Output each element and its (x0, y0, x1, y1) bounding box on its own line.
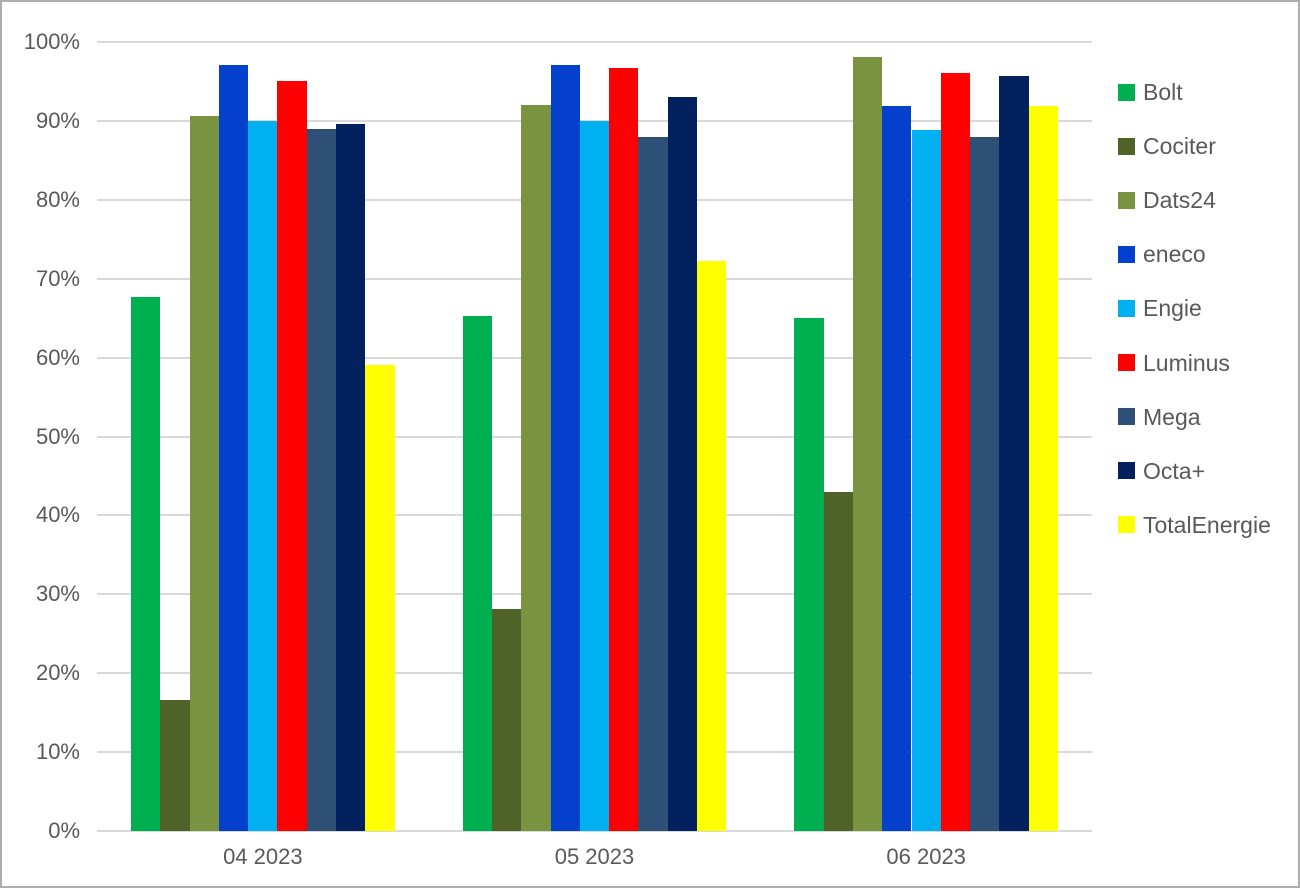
y-tick-label-0: 0% (48, 818, 80, 843)
bar-luminus-04-2023 (277, 81, 307, 831)
legend-item-mega: Mega (1118, 404, 1201, 430)
legend-label: eneco (1143, 241, 1206, 268)
legend-label: Engie (1143, 295, 1202, 322)
legend-swatch-icon (1118, 299, 1135, 317)
gridline-100 (97, 41, 1092, 43)
bar-dats24-04-2023 (189, 116, 219, 831)
legend-label: Octa+ (1143, 457, 1206, 484)
x-tick-label-05-2023: 05 2023 (554, 844, 635, 869)
bar-eneco-06-2023 (882, 105, 912, 831)
bar-bolt-06-2023 (794, 318, 824, 831)
y-tick-label-40: 40% (35, 502, 80, 528)
bar-cociter-04-2023 (160, 700, 190, 831)
bar-mega-06-2023 (970, 137, 1000, 831)
bar-mega-04-2023 (306, 128, 337, 831)
legend-item-eneco: eneco (1118, 241, 1206, 267)
legend-label: TotalEnergie (1143, 511, 1271, 538)
bar-octa-04-2023 (336, 124, 366, 831)
legend-item-luminus: Luminus (1118, 350, 1230, 376)
x-tick-label-06-2023: 06 2023 (886, 844, 966, 869)
y-tick-label-30: 30% (35, 581, 80, 607)
bar-totalenergie-06-2023 (1028, 105, 1059, 831)
bar-eneco-04-2023 (218, 64, 249, 831)
legend-label: Cociter (1143, 133, 1216, 160)
bar-bolt-05-2023 (462, 315, 492, 831)
legend-label: Mega (1143, 403, 1201, 430)
bar-cociter-05-2023 (491, 609, 522, 831)
legend-swatch-icon (1118, 408, 1135, 426)
plot-area (97, 41, 1092, 832)
bar-mega-05-2023 (638, 137, 668, 831)
legend-item-dats24: Dats24 (1118, 187, 1216, 213)
legend-swatch-icon (1118, 354, 1135, 371)
legend-swatch-icon (1118, 191, 1135, 209)
bar-eneco-05-2023 (550, 64, 580, 831)
bar-octa-05-2023 (667, 97, 698, 831)
legend-swatch-icon (1118, 516, 1135, 534)
bar-dats24-05-2023 (521, 105, 551, 831)
legend-item-engie: Engie (1118, 295, 1202, 321)
y-tick-label-100: 100% (23, 29, 80, 54)
bar-totalenergie-05-2023 (697, 260, 727, 831)
bar-bolt-04-2023 (130, 296, 161, 831)
y-tick-label-60: 60% (35, 344, 80, 370)
x-axis-line (97, 830, 1092, 832)
legend-swatch-icon (1118, 83, 1135, 101)
legend-swatch-icon (1118, 137, 1135, 155)
bar-totalenergie-04-2023 (365, 364, 395, 831)
y-axis: 0% 10% 20% 30% 40% 50% 60% 70% 80% 90% 100% (2, 29, 80, 843)
legend-item-cociter: Cociter (1118, 133, 1216, 159)
bar-luminus-06-2023 (940, 72, 971, 831)
bar-luminus-05-2023 (609, 68, 639, 831)
bar-dats24-06-2023 (852, 56, 883, 831)
bar-cociter-06-2023 (823, 491, 853, 831)
bar-octa-06-2023 (999, 75, 1029, 831)
legend-label: Bolt (1143, 79, 1183, 105)
legend-item-bolt: Bolt (1118, 79, 1183, 105)
y-tick-label-90: 90% (35, 107, 80, 133)
x-axis: 04 2023 05 2023 06 2023 (97, 842, 1092, 874)
y-tick-label-20: 20% (35, 660, 80, 686)
y-tick-label-80: 80% (35, 186, 80, 212)
bar-engie-04-2023 (248, 120, 278, 831)
legend-item-totalenergie: TotalEnergie (1118, 512, 1271, 538)
y-tick-label-10: 10% (35, 739, 80, 765)
legend-item-octa: Octa+ (1118, 458, 1205, 484)
y-tick-label-50: 50% (35, 423, 80, 449)
bar-engie-05-2023 (579, 120, 610, 831)
legend-label: Luminus (1143, 349, 1230, 376)
legend-swatch-icon (1118, 462, 1135, 480)
y-tick-label-70: 70% (35, 265, 80, 291)
bar-engie-06-2023 (911, 129, 941, 831)
x-tick-label-04-2023: 04 2023 (223, 844, 303, 869)
legend-swatch-icon (1118, 245, 1135, 263)
legend-label: Dats24 (1143, 187, 1216, 214)
